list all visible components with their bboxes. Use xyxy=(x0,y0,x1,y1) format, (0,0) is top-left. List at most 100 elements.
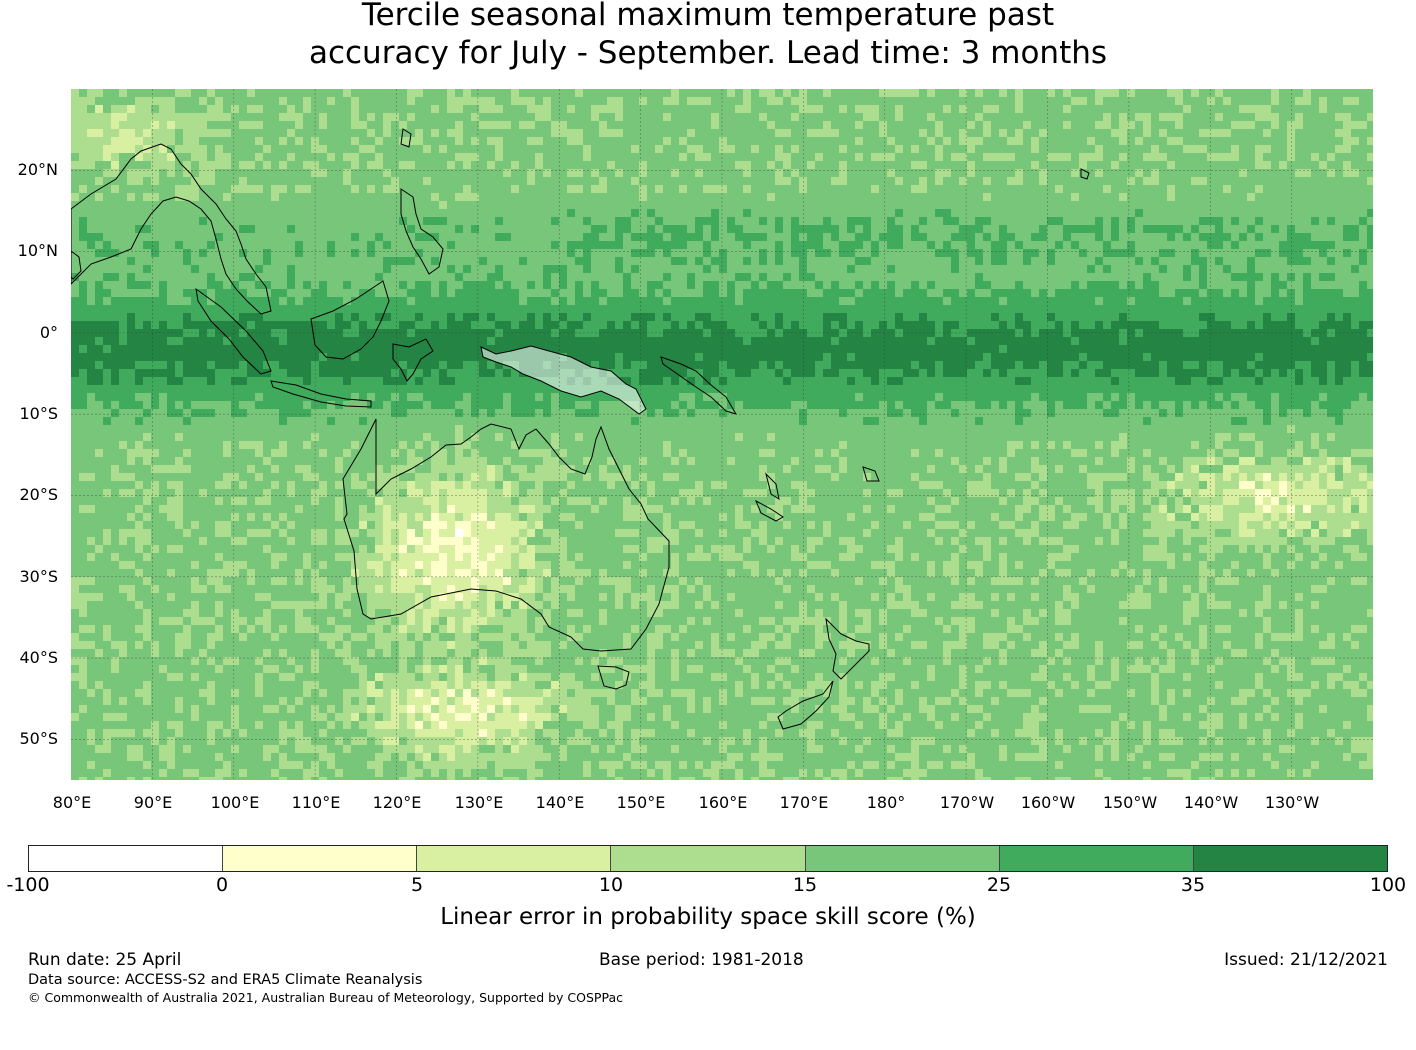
skill-cell xyxy=(1055,201,1064,210)
skill-cell xyxy=(871,289,880,298)
skill-cell xyxy=(1367,201,1373,210)
skill-cell xyxy=(687,113,696,122)
skill-cell xyxy=(295,193,304,202)
skill-cell xyxy=(231,233,240,242)
skill-cell xyxy=(423,249,432,258)
skill-cell xyxy=(831,209,840,218)
skill-cell xyxy=(103,89,112,98)
skill-cell xyxy=(967,321,976,330)
skill-cell xyxy=(1351,297,1360,306)
skill-cell xyxy=(1079,225,1088,234)
skill-cell xyxy=(1263,169,1272,178)
skill-cell xyxy=(143,249,152,258)
skill-cell xyxy=(407,169,416,178)
skill-cell xyxy=(335,313,344,322)
skill-cell xyxy=(591,209,600,218)
skill-cell xyxy=(1351,289,1360,298)
skill-cell xyxy=(735,129,744,138)
skill-cell xyxy=(367,105,376,114)
skill-cell xyxy=(79,129,88,138)
skill-cell xyxy=(423,161,432,170)
skill-cell xyxy=(1151,153,1160,162)
skill-cell xyxy=(655,89,664,98)
skill-cell xyxy=(1287,89,1296,98)
skill-cell xyxy=(1263,241,1272,250)
skill-cell xyxy=(567,217,576,226)
skill-cell xyxy=(911,105,920,114)
skill-cell xyxy=(919,273,928,282)
skill-cell xyxy=(831,169,840,178)
skill-cell xyxy=(695,89,704,98)
skill-cell xyxy=(1031,193,1040,202)
skill-cell xyxy=(951,225,960,234)
skill-cell xyxy=(271,217,280,226)
skill-cell xyxy=(711,241,720,250)
skill-cell xyxy=(959,313,968,322)
skill-cell xyxy=(247,297,256,306)
skill-cell xyxy=(327,297,336,306)
skill-cell xyxy=(119,233,128,242)
skill-cell xyxy=(231,153,240,162)
skill-cell xyxy=(591,145,600,154)
skill-cell xyxy=(1159,273,1168,282)
skill-cell xyxy=(1359,193,1368,202)
skill-cell xyxy=(375,217,384,226)
skill-cell xyxy=(991,217,1000,226)
skill-cell xyxy=(1167,265,1176,274)
skill-cell xyxy=(191,305,200,314)
skill-cell xyxy=(1319,297,1328,306)
skill-cell xyxy=(399,297,408,306)
skill-cell xyxy=(319,273,328,282)
skill-cell xyxy=(263,305,272,314)
skill-cell xyxy=(1223,217,1232,226)
skill-cell xyxy=(279,193,288,202)
skill-cell xyxy=(399,161,408,170)
skill-cell xyxy=(1127,289,1136,298)
skill-cell xyxy=(223,185,232,194)
skill-cell xyxy=(1327,89,1336,98)
skill-cell xyxy=(751,113,760,122)
skill-cell xyxy=(631,153,640,162)
skill-cell xyxy=(1199,97,1208,106)
skill-cell xyxy=(551,89,560,98)
skill-cell xyxy=(559,161,568,170)
skill-cell xyxy=(1215,121,1224,130)
skill-cell xyxy=(551,105,560,114)
skill-cell xyxy=(871,313,880,322)
skill-cell xyxy=(287,217,296,226)
skill-cell xyxy=(1103,257,1112,266)
skill-cell xyxy=(743,193,752,202)
skill-cell xyxy=(327,185,336,194)
skill-cell xyxy=(167,233,176,242)
skill-cell xyxy=(551,193,560,202)
skill-cell xyxy=(1199,321,1208,330)
skill-cell xyxy=(263,105,272,114)
skill-cell xyxy=(903,241,912,250)
skill-cell xyxy=(479,185,488,194)
skill-cell xyxy=(367,329,376,338)
skill-cell xyxy=(351,185,360,194)
skill-cell xyxy=(727,225,736,234)
skill-cell xyxy=(1175,185,1184,194)
skill-cell xyxy=(1031,153,1040,162)
skill-cell xyxy=(295,153,304,162)
skill-cell xyxy=(1351,281,1360,290)
skill-cell xyxy=(991,305,1000,314)
skill-cell xyxy=(871,249,880,258)
skill-cell xyxy=(1079,105,1088,114)
skill-cell xyxy=(471,185,480,194)
skill-cell xyxy=(1119,321,1128,330)
skill-cell xyxy=(487,137,496,146)
skill-cell xyxy=(743,241,752,250)
skill-cell xyxy=(335,113,344,122)
skill-score-map[interactable] xyxy=(71,89,1373,780)
skill-cell xyxy=(1023,233,1032,242)
skill-cell xyxy=(791,241,800,250)
skill-cell xyxy=(1175,273,1184,282)
skill-cell xyxy=(399,137,408,146)
skill-cell xyxy=(983,313,992,322)
skill-cell xyxy=(847,177,856,186)
skill-cell xyxy=(1327,217,1336,226)
skill-cell xyxy=(1127,89,1136,98)
skill-cell xyxy=(447,257,456,266)
